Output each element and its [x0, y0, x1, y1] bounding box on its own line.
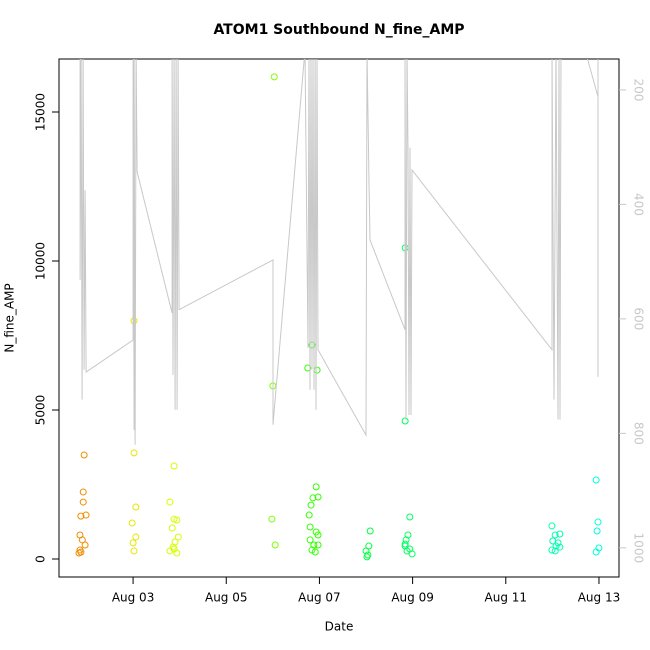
point: [307, 501, 315, 509]
point: [77, 548, 85, 556]
point: [77, 512, 85, 520]
y-axis-label: N_fine_AMP: [3, 283, 17, 352]
point: [551, 531, 559, 539]
y2-tick-label: 200: [632, 78, 646, 101]
point: [313, 366, 321, 374]
point: [168, 524, 176, 532]
point: [79, 488, 87, 496]
point: [80, 451, 88, 459]
x-tick-label: Aug 11: [485, 591, 528, 605]
x-tick-label: Aug 03: [112, 591, 155, 605]
point: [128, 519, 136, 527]
point: [311, 548, 319, 556]
point: [129, 539, 137, 547]
point: [401, 540, 409, 548]
point: [270, 73, 278, 81]
point: [594, 518, 602, 526]
x-tick-label: Aug 05: [205, 591, 248, 605]
y2-tick-label: 400: [632, 193, 646, 216]
y-tick-label: 5000: [34, 395, 48, 426]
point: [593, 527, 601, 535]
point: [130, 449, 138, 457]
point: [132, 503, 140, 511]
point: [79, 498, 87, 506]
x-tick-label: Aug 09: [391, 591, 434, 605]
point: [170, 462, 178, 470]
point: [314, 541, 322, 549]
x-tick-label: Aug 13: [578, 591, 621, 605]
point: [166, 498, 174, 506]
point: [130, 547, 138, 555]
plot-area: [75, 59, 603, 561]
point: [132, 533, 140, 541]
point: [552, 542, 560, 550]
point: [82, 511, 90, 519]
point: [548, 546, 556, 554]
chart-title: ATOM1 Southbound N_fine_AMP: [213, 22, 464, 38]
y-tick-label: 0: [34, 555, 48, 563]
point: [551, 547, 559, 555]
x-tick-label: Aug 07: [298, 591, 341, 605]
point: [174, 533, 182, 541]
point: [592, 548, 600, 556]
y2-tick-label: 800: [632, 422, 646, 445]
point: [306, 536, 314, 544]
point: [592, 476, 600, 484]
point: [312, 483, 320, 491]
point: [314, 493, 322, 501]
point: [271, 541, 279, 549]
point: [304, 364, 312, 372]
point: [170, 545, 178, 553]
point: [556, 543, 564, 551]
point: [81, 541, 89, 549]
point: [363, 553, 371, 561]
point: [268, 515, 276, 523]
y2-tick-label: 1000: [632, 533, 646, 564]
point: [306, 523, 314, 531]
point: [366, 527, 374, 535]
point: [173, 516, 181, 524]
point: [403, 547, 411, 555]
point: [166, 547, 174, 555]
point: [314, 531, 322, 539]
x-axis-label: Date: [325, 620, 354, 634]
point: [548, 522, 556, 530]
plot-frame: [58, 58, 620, 578]
y-tick-label: 10000: [34, 242, 48, 280]
point: [305, 511, 313, 519]
point: [401, 417, 409, 425]
point: [406, 513, 414, 521]
point: [556, 530, 564, 538]
point: [408, 550, 416, 558]
depth-line: [79, 59, 599, 445]
point: [309, 494, 317, 502]
y-tick-label: 15000: [34, 93, 48, 131]
y2-tick-label: 600: [632, 307, 646, 330]
